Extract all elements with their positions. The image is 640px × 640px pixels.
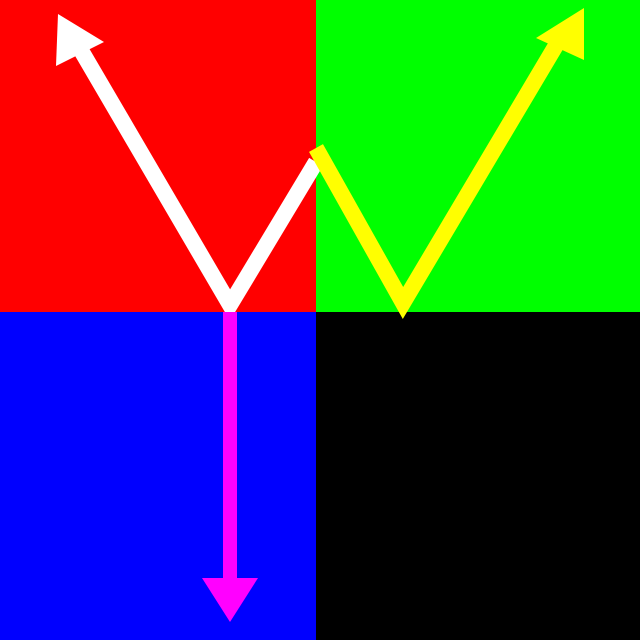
white-arrow-icon [56,14,323,321]
yellow-arrow-icon [309,8,584,319]
bottom-left-blue-quadrant [0,312,316,640]
magenta-arrow-icon [202,312,258,622]
bottom-right-black-quadrant [316,312,640,640]
